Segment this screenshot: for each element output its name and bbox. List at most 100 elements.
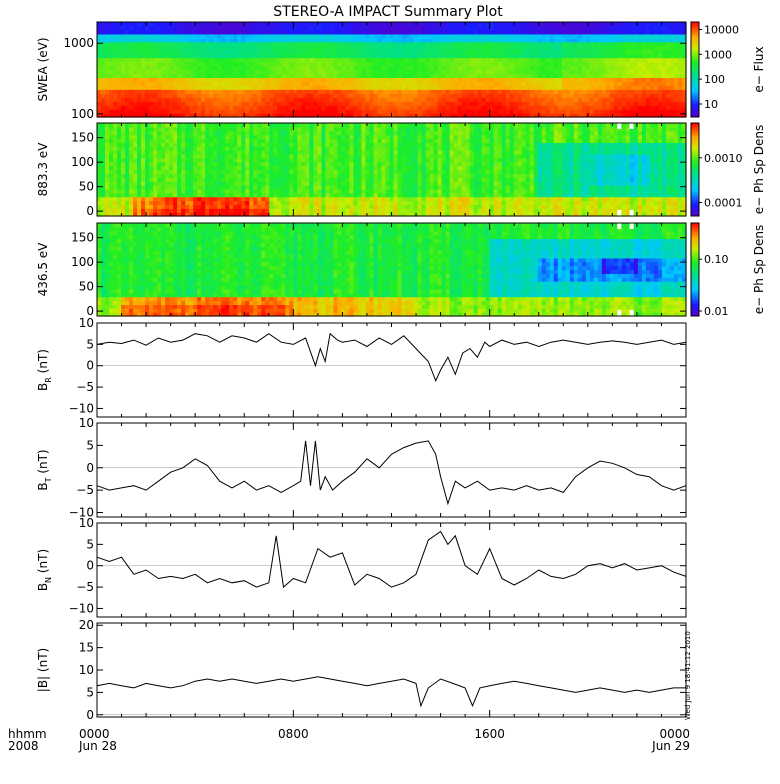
swea-heat-cell [249,46,254,51]
pad883-heat-cell [289,177,294,181]
swea-heat-cell [229,105,234,110]
pad883-heat-cell [269,201,274,205]
pad883-heat-cell [305,173,310,177]
swea-heat-cell [630,70,635,75]
pad883-heat-cell [213,131,218,135]
swea-heat-cell [578,58,583,63]
pad883-heat-cell [289,139,294,143]
swea-heat-cell [674,101,679,106]
pad883-heat-cell [129,189,134,193]
swea-heat-cell [418,42,423,47]
pad883-heat-cell [181,131,186,135]
swea-heat-cell [474,109,479,114]
pad883-heat-cell [317,154,322,158]
pad883-heat-cell [101,185,106,189]
swea-heat-cell [650,93,655,98]
swea-heat-cell [602,54,607,59]
swea-heat-cell [293,62,298,67]
swea-heat-cell [426,85,431,90]
pad883-heat-cell [237,131,242,135]
swea-heat-cell [454,85,459,90]
swea-heat-cell [305,50,310,55]
pad883-heat-cell [273,158,278,162]
swea-heat-cell [438,105,443,110]
swea-heat-cell [586,85,591,90]
swea-heat-cell [357,109,362,114]
swea-heat-cell [658,93,663,98]
swea-heat-cell [630,73,635,78]
swea-heat-cell [181,93,186,98]
pad883-heat-cell [289,197,294,201]
swea-heat-cell [518,70,523,75]
swea-heat-cell [486,81,491,86]
swea-heat-cell [426,46,431,51]
swea-heat-cell [538,97,543,102]
pad883-heat-cell [169,204,174,208]
pad883-heat-cell [237,139,242,143]
swea-heat-cell [498,73,503,78]
swea-heat-cell [241,62,246,67]
swea-heat-cell [105,30,110,35]
swea-heat-cell [133,46,138,51]
pad883-heat-cell [269,162,274,166]
swea-heat-cell [353,93,358,98]
swea-heat-cell [169,54,174,59]
swea-heat-cell [321,66,326,71]
swea-heat-cell [466,62,471,67]
pad883-heat-cell [181,181,186,185]
swea-heat-cell [554,46,559,51]
swea-heat-cell [153,85,158,90]
swea-heat-cell [381,109,386,114]
swea-heat-cell [253,34,258,39]
swea-heat-cell [494,93,499,98]
pad883-heat-cell [237,193,242,197]
swea-heat-cell [237,58,242,63]
pad883-heat-cell [165,166,170,170]
swea-heat-cell [610,38,615,43]
swea-heat-cell [281,70,286,75]
swea-heat-cell [594,54,599,59]
swea-heat-cell [385,89,390,94]
pad883-heat-cell [245,197,250,201]
swea-heat-cell [321,22,326,27]
swea-heat-cell [305,109,310,114]
swea-heat-cell [257,105,262,110]
swea-heat-cell [261,85,266,90]
swea-heat-cell [313,26,318,31]
swea-heat-cell [385,46,390,51]
pad883-heat-cell [289,173,294,177]
swea-heat-cell [410,22,415,27]
pad883-heat-cell [301,162,306,166]
swea-heat-cell [193,109,198,114]
pad883-heat-cell [113,135,118,139]
pad883-heat-cell [273,135,278,139]
swea-heat-cell [309,85,314,90]
swea-heat-cell [502,73,507,78]
swea-heat-cell [133,50,138,55]
swea-heat-cell [398,54,403,59]
pad883-heat-cell [165,127,170,131]
swea-heat-cell [369,81,374,86]
pad883-heat-cell [109,201,114,205]
pad883-heat-cell [325,135,330,139]
pad883-heat-cell [241,166,246,170]
swea-heat-cell [149,42,154,47]
swea-heat-cell [666,77,671,82]
swea-heat-cell [237,109,242,114]
swea-heat-cell [594,46,599,51]
pad883-heat-cell [213,127,218,131]
swea-heat-cell [169,101,174,106]
swea-heat-cell [638,97,643,102]
pad883-heat-cell [209,150,214,154]
swea-heat-cell [341,62,346,67]
swea-heat-cell [197,66,202,71]
swea-heat-cell [329,50,334,55]
pad883-heat-cell [145,189,150,193]
swea-heat-cell [269,77,274,82]
swea-heat-cell [402,109,407,114]
swea-heat-cell [678,77,683,82]
pad883-heat-cell [281,201,286,205]
swea-heat-cell [494,30,499,35]
pad883-heat-cell [177,189,182,193]
pad883-heat-cell [141,150,146,154]
